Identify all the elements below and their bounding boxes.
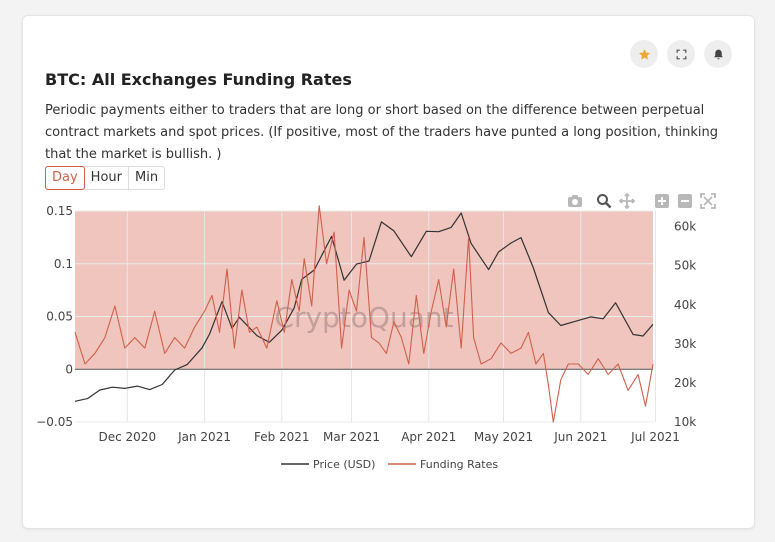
camera-icon[interactable] — [566, 192, 584, 210]
tab-hour[interactable]: Hour — [85, 167, 129, 189]
zoom-in-icon[interactable] — [653, 192, 671, 210]
favorite-button[interactable] — [630, 40, 658, 68]
chart-modebar — [566, 192, 717, 210]
autoscale-icon[interactable] — [699, 192, 717, 210]
tab-min[interactable]: Min — [135, 170, 159, 185]
pan-icon[interactable] — [618, 192, 636, 210]
bell-icon — [713, 49, 723, 59]
resolution-tabs: Day Hour Min — [45, 166, 166, 190]
card-actions — [630, 40, 732, 68]
chart-card: BTC: All Exchanges Funding Rates Periodi… — [22, 15, 755, 529]
tab-day[interactable]: Day — [45, 166, 85, 190]
expand-icon — [676, 49, 686, 59]
chart-title: BTC: All Exchanges Funding Rates — [45, 70, 352, 89]
fullscreen-button[interactable] — [667, 40, 695, 68]
alert-button[interactable] — [704, 40, 732, 68]
zoom-out-icon[interactable] — [676, 192, 694, 210]
star-icon — [638, 48, 650, 60]
chart-description: Periodic payments either to traders that… — [45, 103, 718, 162]
zoom-icon[interactable] — [595, 192, 613, 210]
